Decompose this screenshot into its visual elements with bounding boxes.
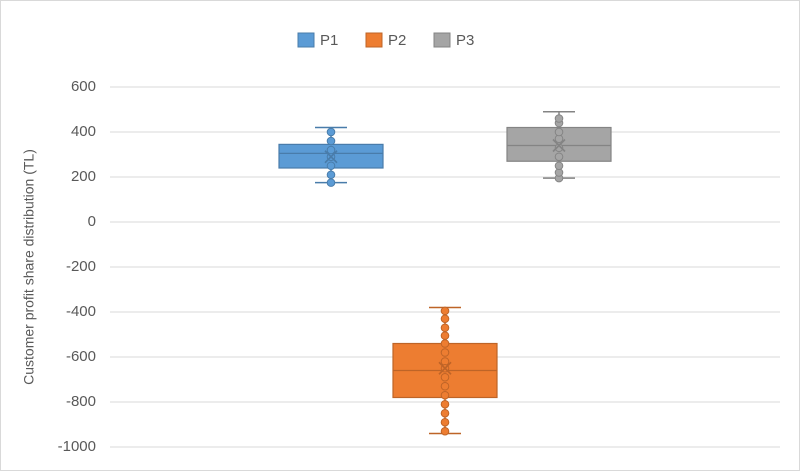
data-point — [326, 161, 336, 171]
mean-marker — [438, 361, 452, 375]
data-point — [440, 323, 450, 333]
y-tick-label: 600 — [71, 78, 96, 95]
y-tick-label: -600 — [66, 348, 96, 365]
data-point — [326, 127, 336, 137]
data-point — [554, 143, 564, 153]
data-point — [554, 114, 564, 123]
data-point — [440, 372, 450, 382]
data-point — [440, 399, 450, 409]
y-tick-label: -200 — [66, 258, 96, 275]
mean-marker — [552, 138, 566, 153]
legend-swatch — [297, 32, 315, 48]
data-point — [440, 390, 450, 400]
y-tick-label: -400 — [66, 303, 96, 320]
data-point — [326, 136, 336, 146]
data-point — [326, 170, 336, 180]
data-point — [440, 426, 450, 436]
y-tick-label: 400 — [71, 123, 96, 140]
mean-marker — [324, 150, 338, 164]
legend-label: P3 — [456, 32, 474, 49]
legend-label: P2 — [388, 32, 406, 49]
data-point — [440, 331, 450, 340]
legend-label: P1 — [320, 32, 338, 49]
data-point — [440, 348, 450, 357]
data-point — [554, 152, 564, 162]
y-tick-label: 0 — [88, 213, 96, 230]
data-point — [554, 161, 564, 171]
data-point — [440, 417, 450, 427]
y-tick-label: 200 — [71, 168, 96, 185]
y-axis-label: Customer profit share distribution (TL) — [21, 149, 37, 385]
data-point — [440, 381, 450, 391]
data-point — [440, 339, 450, 348]
data-point — [326, 145, 336, 155]
data-point — [440, 306, 450, 316]
y-tick-label: -1000 — [58, 438, 96, 455]
data-point — [440, 314, 450, 324]
legend-swatch — [365, 32, 383, 48]
data-point — [440, 408, 450, 418]
legend-swatch — [433, 32, 451, 48]
data-point — [554, 127, 564, 137]
y-tick-label: -800 — [66, 393, 96, 410]
data-point — [326, 178, 336, 187]
